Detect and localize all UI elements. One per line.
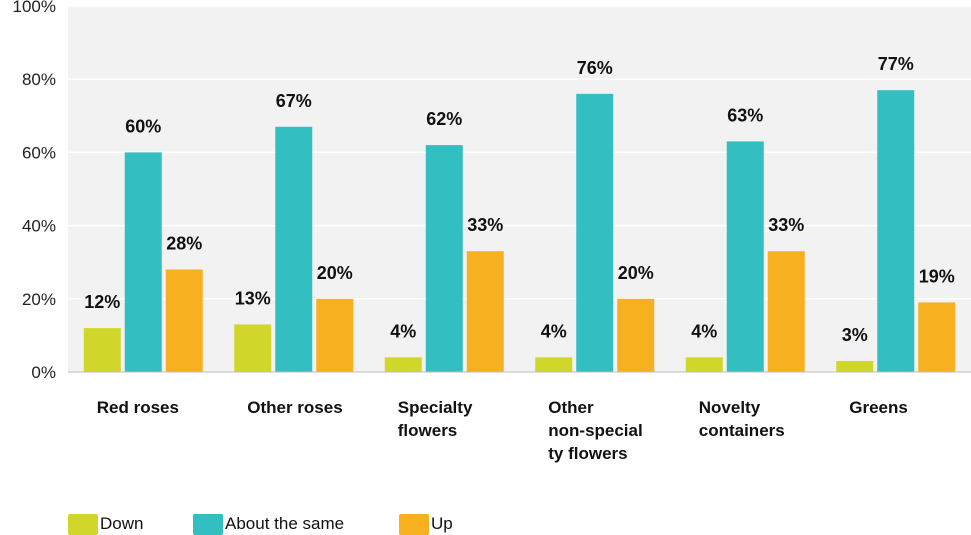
legend: Down About the same Up xyxy=(68,514,453,535)
bar-about-the-same xyxy=(576,94,613,372)
legend-label: About the same xyxy=(225,514,344,533)
bar-about-the-same xyxy=(727,141,764,372)
x-tick-label: containers xyxy=(699,421,785,440)
data-label: 76% xyxy=(577,58,613,78)
bar-down xyxy=(686,357,723,372)
data-label: 33% xyxy=(467,215,503,235)
bar-about-the-same xyxy=(125,152,162,372)
legend-label: Up xyxy=(431,514,453,533)
bar-about-the-same xyxy=(426,145,463,372)
y-tick-label: 60% xyxy=(22,143,56,162)
data-label: 60% xyxy=(125,116,161,136)
x-tick-label: Specialty xyxy=(398,398,473,417)
bar-about-the-same xyxy=(877,90,914,372)
bar-down xyxy=(535,357,572,372)
data-label: 20% xyxy=(618,263,654,283)
data-label: 4% xyxy=(691,321,717,341)
data-label: 19% xyxy=(919,266,955,286)
x-tick-label: flowers xyxy=(398,421,458,440)
bar-up xyxy=(467,251,504,372)
y-tick-label: 40% xyxy=(22,217,56,236)
x-tick-label: Other roses xyxy=(247,398,342,417)
y-tick-label: 80% xyxy=(22,70,56,89)
data-label: 67% xyxy=(276,91,312,111)
plot-background xyxy=(68,6,971,372)
x-tick-label: Red roses xyxy=(97,398,179,417)
data-label: 20% xyxy=(317,263,353,283)
bar-up xyxy=(617,299,654,372)
x-tick-label: Other xyxy=(548,398,594,417)
bar-down xyxy=(84,328,121,372)
x-tick-label: Greens xyxy=(849,398,908,417)
bar-up xyxy=(768,251,805,372)
y-tick-label: 20% xyxy=(22,290,56,309)
bar-up xyxy=(316,299,353,372)
x-tick-label: Novelty xyxy=(699,398,761,417)
data-label: 62% xyxy=(426,109,462,129)
bar-down xyxy=(385,357,422,372)
data-label: 3% xyxy=(842,325,868,345)
bar-up xyxy=(918,302,955,372)
x-tick-label: ty flowers xyxy=(548,444,627,463)
bar-up xyxy=(166,270,203,372)
data-label: 4% xyxy=(390,321,416,341)
x-axis-labels: Red roses Other roses Specialty flowers Othe… xyxy=(97,398,908,463)
data-label: 4% xyxy=(541,321,567,341)
legend-label: Down xyxy=(100,514,143,533)
data-label: 13% xyxy=(235,288,271,308)
data-label: 12% xyxy=(84,292,120,312)
bar-down xyxy=(836,361,873,372)
legend-swatch xyxy=(68,514,98,535)
y-axis-ticks: 0% 20% 40% 60% 80% 100% xyxy=(13,0,56,382)
legend-swatch xyxy=(399,514,429,535)
data-label: 63% xyxy=(727,105,763,125)
data-label: 28% xyxy=(166,234,202,254)
bar-about-the-same xyxy=(275,127,312,372)
y-tick-label: 0% xyxy=(31,363,56,382)
data-label: 77% xyxy=(878,54,914,74)
x-tick-label: non-special xyxy=(548,421,642,440)
legend-swatch xyxy=(193,514,223,535)
bar-down xyxy=(234,324,271,372)
y-tick-label: 100% xyxy=(13,0,56,16)
data-label: 33% xyxy=(768,215,804,235)
